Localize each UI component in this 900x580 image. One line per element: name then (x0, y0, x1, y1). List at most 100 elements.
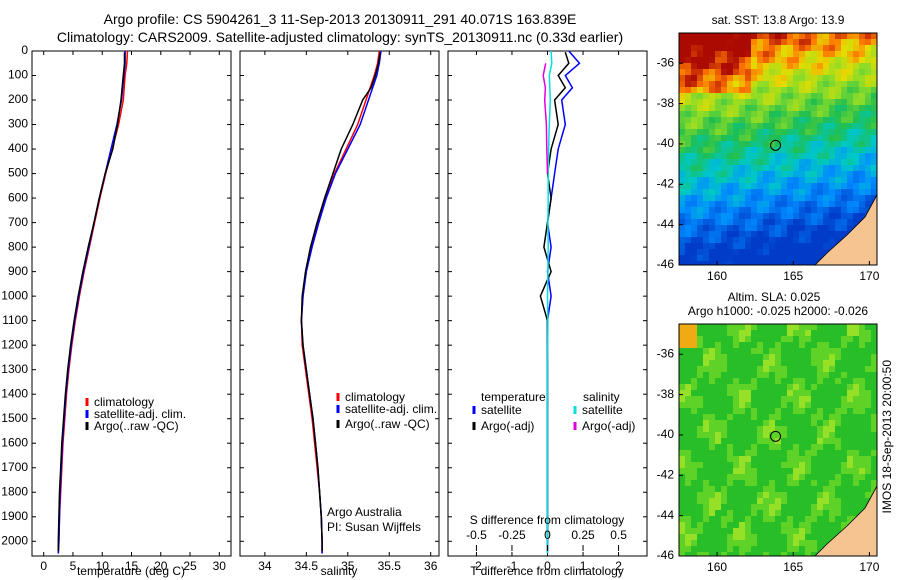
map-cell (835, 396, 841, 402)
map-cell (709, 171, 715, 177)
map-cell (733, 462, 739, 468)
map-cell (721, 390, 727, 396)
map-cell (775, 324, 781, 330)
map-cell (679, 153, 685, 159)
map-cell (679, 414, 685, 420)
map-cell (733, 111, 739, 117)
x-tick-label: -1 (507, 559, 518, 573)
map-cell (841, 123, 847, 129)
map-cell (811, 372, 817, 378)
map-cell (787, 183, 793, 189)
map-cell (769, 540, 775, 546)
map-cell (751, 396, 757, 402)
map-cell (721, 93, 727, 99)
map-cell (721, 129, 727, 135)
map-cell (823, 384, 829, 390)
map-cell (727, 546, 733, 552)
map-cell (757, 39, 763, 45)
map-cell (691, 153, 697, 159)
map-cell (685, 225, 691, 231)
map-cell (757, 189, 763, 195)
map-cell (835, 510, 841, 516)
map-cell (745, 426, 751, 432)
map-cell (775, 111, 781, 117)
map-cell (745, 207, 751, 213)
map-cell (805, 504, 811, 510)
map-cell (769, 237, 775, 243)
map-cell (859, 492, 865, 498)
map-cell (787, 93, 793, 99)
map-cell (685, 195, 691, 201)
map-cell (775, 378, 781, 384)
map-cell (787, 480, 793, 486)
map-cell (853, 402, 859, 408)
map-cell (835, 207, 841, 213)
map-cell (829, 420, 835, 426)
map-cell (739, 474, 745, 480)
map-cell (817, 414, 823, 420)
map-cell (823, 159, 829, 165)
map-cell (709, 426, 715, 432)
map-cell (721, 183, 727, 189)
map-cell (679, 468, 685, 474)
map-cell (697, 213, 703, 219)
map-cell (859, 105, 865, 111)
map-cell (871, 87, 877, 93)
map-cell (775, 123, 781, 129)
map-cell (817, 372, 823, 378)
map-cell (727, 231, 733, 237)
map-cell (859, 360, 865, 366)
map-cell (799, 165, 805, 171)
map-cell (823, 33, 829, 39)
map-cell (763, 39, 769, 45)
map-cell (715, 75, 721, 81)
lat-tick-label: -36 (657, 55, 675, 69)
map-cell (763, 408, 769, 414)
map-cell (769, 45, 775, 51)
map-cell (817, 468, 823, 474)
map-cell (751, 201, 757, 207)
map-cell (727, 69, 733, 75)
map-cell (691, 390, 697, 396)
map-cell (721, 237, 727, 243)
map-cell (817, 402, 823, 408)
x-tick-label: 2 (615, 559, 622, 573)
map-cell (745, 255, 751, 261)
map-cell (781, 456, 787, 462)
map-cell (679, 342, 685, 348)
map-cell (805, 354, 811, 360)
map-cell (691, 255, 697, 261)
map-cell (811, 480, 817, 486)
map-cell (775, 261, 781, 265)
map-cell (805, 111, 811, 117)
map-cell (691, 546, 697, 552)
map-cell (817, 225, 823, 231)
map-cell (787, 534, 793, 540)
map-cell (817, 219, 823, 225)
map-cell (715, 546, 721, 552)
map-cell (823, 330, 829, 336)
map-cell (817, 396, 823, 402)
map-cell (859, 372, 865, 378)
map-cell (799, 255, 805, 261)
map-cell (811, 324, 817, 330)
map-cell (715, 540, 721, 546)
depth-tick-label: 0 (21, 43, 28, 57)
map-cell (769, 522, 775, 528)
map-cell (769, 261, 775, 265)
map-cell (691, 510, 697, 516)
map-cell (715, 444, 721, 450)
map-cell (799, 183, 805, 189)
map-cell (697, 147, 703, 153)
map-cell (757, 468, 763, 474)
map-cell (781, 552, 787, 556)
map-cell (829, 177, 835, 183)
map-cell (781, 348, 787, 354)
map-cell (763, 99, 769, 105)
x-tick-label: 35.5 (378, 559, 402, 573)
map-cell (697, 438, 703, 444)
map-cell (691, 225, 697, 231)
map-cell (745, 438, 751, 444)
map-cell (859, 438, 865, 444)
map-cell (835, 360, 841, 366)
